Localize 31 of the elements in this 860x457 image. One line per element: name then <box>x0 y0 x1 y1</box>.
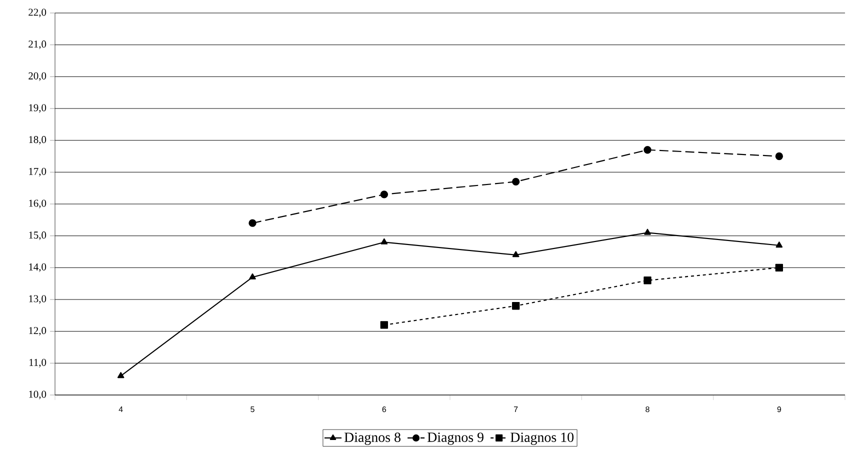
point <box>775 264 784 272</box>
point <box>644 146 652 154</box>
point <box>380 190 388 198</box>
point <box>249 273 256 280</box>
point <box>512 251 520 258</box>
y-tick-label: 20,0 <box>28 72 46 81</box>
y-tick-label: 16,0 <box>29 200 46 208</box>
y-tick-label: 14,0 <box>29 263 46 272</box>
y-tick-label: 18,0 <box>29 136 46 145</box>
y-tick-label: 21,0 <box>28 40 46 50</box>
y-tick-label: 19,0 <box>29 104 46 113</box>
y-tick-label: 12,0 <box>29 327 46 336</box>
point <box>644 228 651 235</box>
point <box>117 372 124 378</box>
point <box>512 302 520 310</box>
y-tick-label: 13,0 <box>29 295 46 304</box>
y-tick-label: 17,0 <box>29 168 46 176</box>
point <box>775 152 784 160</box>
point <box>248 219 256 227</box>
legend-label: Diagnos 9 <box>427 432 484 445</box>
y-tick-label: 22,0 <box>28 8 46 18</box>
point <box>644 276 652 284</box>
y-tick-label: 11,0 <box>29 358 46 368</box>
point <box>776 242 783 248</box>
y-tick-label: 10,0 <box>29 390 46 400</box>
point <box>512 178 520 186</box>
legend-label: Diagnos 8 <box>344 432 400 445</box>
point <box>380 321 388 329</box>
point <box>380 238 388 244</box>
y-tick-label: 15,0 <box>29 232 46 240</box>
legend-label: Diagnos 10 <box>510 432 574 445</box>
